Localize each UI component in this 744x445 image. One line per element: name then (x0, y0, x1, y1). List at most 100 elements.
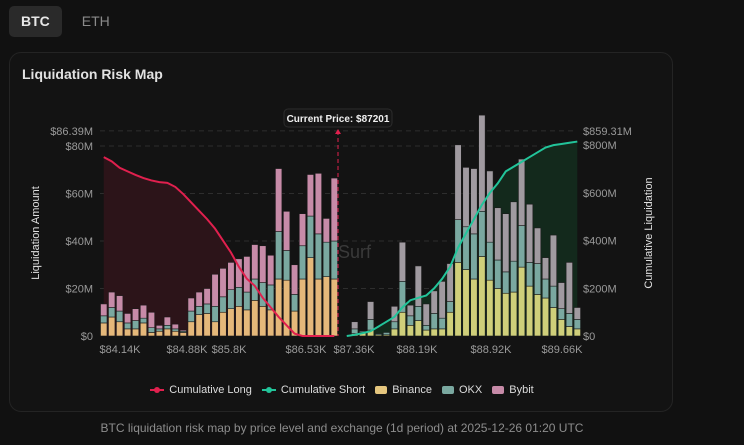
short-bar-binance (406, 325, 414, 337)
short-bar-binance (557, 319, 565, 337)
cumulative-long-line (103, 156, 335, 337)
long-bar-binance (171, 330, 179, 337)
long-bar-binance (195, 314, 203, 337)
short-bar-binance (398, 311, 406, 337)
chart-legend: Cumulative Long Cumulative Short Binance… (0, 384, 684, 396)
long-bar-bybit (139, 304, 148, 319)
legend-okx[interactable]: OKX (442, 384, 482, 396)
short-bar-binance (438, 328, 446, 337)
legend-cumulative-short[interactable]: Cumulative Short (261, 384, 366, 396)
long-bar-binance (219, 311, 227, 337)
tab-btc[interactable]: BTC (9, 6, 62, 37)
long-bar-binance (203, 313, 211, 337)
long-bar-okx (100, 315, 108, 324)
short-bar-bybit (565, 262, 573, 314)
legend-bybit[interactable]: Bybit (492, 384, 534, 396)
asset-tabs: BTC ETH (9, 6, 130, 37)
short-bar-binance (446, 311, 454, 337)
long-bar-binance (298, 278, 307, 337)
long-bar-bybit (163, 316, 171, 326)
short-bar-bybit (367, 301, 375, 320)
y-tick-label: $20M (65, 284, 93, 296)
long-bar-binance (100, 322, 108, 337)
long-bar-bybit (227, 262, 235, 290)
long-bar-binance (306, 257, 315, 337)
long-bar-okx (124, 322, 132, 330)
short-bar-okx (486, 241, 494, 281)
short-bar-okx (510, 260, 518, 293)
legend-label: OKX (459, 384, 483, 396)
long-bar-bybit (124, 313, 132, 324)
y-tick-label: $0 (81, 331, 93, 343)
long-bar-bybit (322, 218, 330, 243)
y2-tick-label: $400M (583, 236, 617, 248)
short-bar-bybit (510, 201, 518, 262)
long-bar-bybit (187, 297, 195, 312)
x-tick-label: $87.36K (334, 344, 376, 356)
short-bar-binance (526, 285, 534, 337)
short-bar-okx (422, 325, 430, 331)
legend-label: Bybit (509, 384, 534, 396)
short-bar-bybit (549, 234, 558, 287)
long-bar-okx (298, 245, 307, 280)
long-bar-binance (179, 332, 187, 337)
long-bar-binance (275, 278, 283, 337)
long-bar-binance (243, 309, 251, 337)
long-bar-bybit (251, 244, 259, 280)
long-bar-binance (187, 321, 195, 337)
short-bar-okx (494, 259, 502, 289)
long-bar-bybit (330, 177, 338, 242)
y2-tick-label: $600M (583, 188, 617, 200)
short-bar-okx (446, 301, 454, 313)
short-bar-bybit (541, 257, 550, 280)
short-bar-okx (382, 332, 391, 336)
long-bar-okx (147, 327, 155, 333)
legend-label: Cumulative Short (280, 384, 366, 396)
long-bar-bybit (203, 288, 211, 305)
short-bar-binance (533, 294, 542, 337)
cumulative-short-line (346, 140, 578, 337)
long-bar-bybit (290, 264, 299, 295)
long-bar-binance (139, 322, 148, 337)
short-bar-binance (454, 262, 462, 337)
short-bar-bybit (470, 168, 478, 235)
legend-binance-swatch (375, 386, 388, 394)
watermark: Surf (338, 242, 372, 262)
long-bar-bybit (306, 174, 315, 217)
short-bar-bybit (462, 167, 470, 228)
short-bar-binance (422, 329, 430, 337)
x-tick-label: $84.14K (100, 344, 142, 356)
short-bar-binance (486, 279, 494, 337)
long-bar-binance (235, 306, 243, 337)
short-bar-bybit (494, 207, 502, 261)
long-bar-bybit (195, 291, 203, 307)
short-bar-bybit (526, 203, 534, 263)
y2-axis-title: Cumulative Liquidation (643, 177, 655, 288)
long-bar-okx (171, 328, 179, 332)
long-bar-okx (290, 294, 299, 312)
long-bar-binance (147, 332, 155, 337)
long-bar-binance (330, 278, 338, 337)
cumulative-long-area (103, 157, 335, 336)
short-bar-bybit (414, 265, 422, 307)
long-bar-binance (155, 330, 163, 337)
legend-cumulative-long[interactable]: Cumulative Long (150, 384, 252, 396)
long-bar-binance (163, 328, 171, 337)
short-bar-okx (526, 262, 534, 287)
long-bar-binance (251, 300, 259, 337)
y-tick-label: $86.39M (50, 126, 93, 138)
x-tick-label: $89.66K (542, 344, 584, 356)
x-tick-label: $84.88K (167, 344, 209, 356)
short-bar-okx (351, 328, 359, 334)
legend-binance[interactable]: Binance (375, 384, 432, 396)
long-bar-okx (211, 306, 219, 323)
short-bar-binance (573, 328, 581, 337)
short-bar-okx (573, 319, 581, 330)
long-bar-bybit (267, 254, 275, 286)
long-bar-okx (275, 231, 283, 280)
tab-eth[interactable]: ETH (81, 13, 110, 29)
short-bar-okx (557, 308, 565, 320)
short-bar-okx (406, 315, 414, 326)
long-bar-bybit (132, 308, 140, 321)
